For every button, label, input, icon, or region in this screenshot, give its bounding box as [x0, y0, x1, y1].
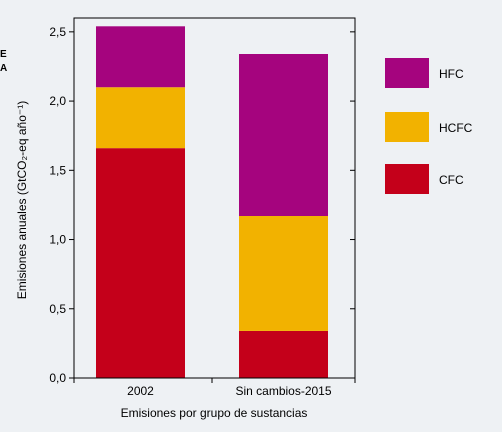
legend-swatch-hfc: [385, 58, 429, 88]
bar-hfc-1: [96, 26, 185, 88]
y-tick-label-3: 1,5: [49, 163, 66, 177]
corner-letter-a: A: [0, 63, 8, 74]
legend-swatch-hcfc: [385, 112, 429, 142]
legend-label-hcfc: HCFC: [439, 121, 473, 135]
bar-hcfc-2: [239, 216, 328, 331]
y-tick-label-1: 0,5: [49, 302, 66, 316]
corner-letter-e: E: [0, 49, 7, 60]
x-tick-label-1: 2002: [127, 384, 154, 398]
y-tick-label-0: 0,0: [49, 371, 66, 385]
y-tick-label-2: 1,0: [49, 233, 66, 247]
bar-hfc-2: [239, 54, 328, 216]
legend-swatch-cfc: [385, 164, 429, 194]
y-axis-title: Emisiones anuales (GtCO₂-eq año⁻¹): [15, 101, 29, 299]
y-tick-label-4: 2,0: [49, 94, 66, 108]
x-axis-title: Emisiones por grupo de sustancias: [121, 406, 308, 420]
bar-cfc-1: [96, 148, 185, 378]
legend-label-cfc: CFC: [439, 173, 464, 187]
bar-cfc-2: [239, 330, 328, 378]
legend-label-hfc: HFC: [439, 67, 464, 81]
bar-hcfc-1: [96, 87, 185, 149]
y-tick-label-5: 2,5: [49, 25, 66, 39]
plot-frame: [73, 17, 356, 379]
x-tick-label-2: Sin cambios-2015: [235, 384, 331, 398]
